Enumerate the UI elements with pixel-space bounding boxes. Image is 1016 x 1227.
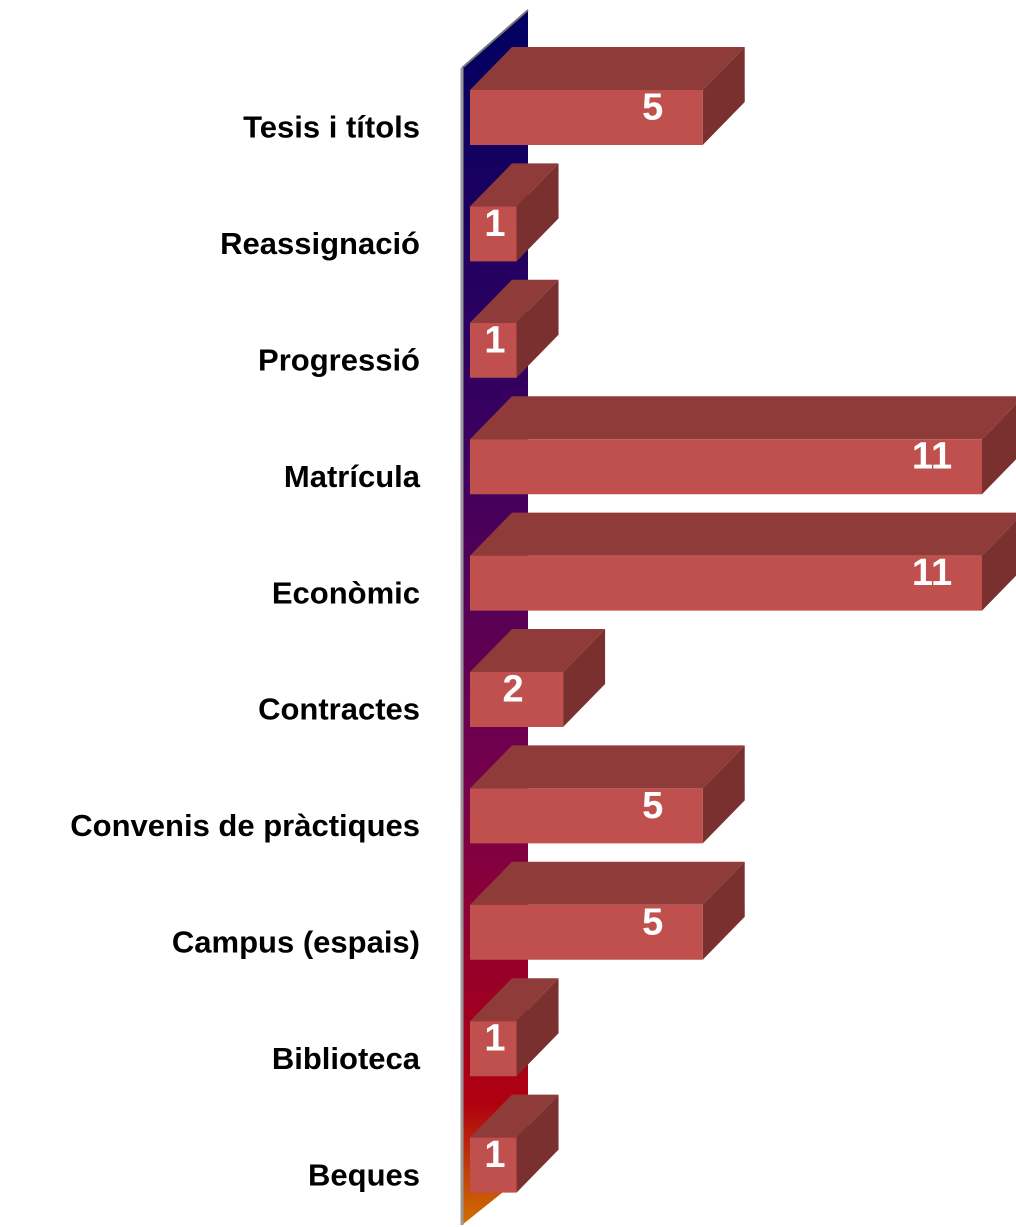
bar-side: [563, 629, 606, 727]
bar-front: [470, 904, 703, 960]
value-label: 5: [642, 785, 663, 827]
bar-top: [470, 629, 606, 672]
bar-top: [470, 861, 745, 905]
bar-front: [470, 90, 703, 145]
value-label: 1: [484, 203, 505, 245]
bar-front: [470, 206, 517, 262]
bar-side: [702, 745, 745, 844]
bar-front: [470, 555, 982, 611]
bar-side: [702, 861, 745, 960]
bar: [470, 745, 745, 844]
bar-top: [470, 279, 559, 323]
bar-front: [470, 322, 517, 378]
bar-side: [702, 47, 745, 145]
value-label: 1: [484, 319, 505, 361]
bar: [470, 396, 1016, 495]
bar-top: [470, 396, 1016, 440]
bar-top: [470, 745, 745, 789]
bar-front: [470, 1137, 517, 1193]
bar: [470, 163, 559, 262]
wall-top-edge: [461, 9, 529, 69]
bar: [470, 47, 745, 145]
bar-top: [470, 163, 559, 207]
value-label: 1: [484, 1134, 505, 1176]
value-label: 11: [912, 552, 952, 594]
bar-top: [470, 978, 559, 1022]
bar: [470, 978, 559, 1077]
category-label: Progressió: [258, 342, 420, 377]
category-label: Biblioteca: [272, 1041, 421, 1076]
category-label: Tesis i títols: [243, 110, 420, 145]
bar-side: [516, 978, 559, 1077]
bar: [470, 629, 606, 727]
bar: [470, 512, 1016, 611]
category-label: Contractes: [258, 692, 420, 727]
bar: [470, 279, 559, 378]
bar: [470, 1094, 559, 1193]
bar-front: [470, 672, 564, 727]
bar-side: [982, 520, 1016, 611]
value-label: 5: [642, 87, 663, 129]
category-label: Convenis de pràctiques: [70, 808, 420, 843]
category-label: Matrícula: [284, 459, 421, 494]
value-label: 2: [503, 669, 524, 711]
bar-side: [982, 404, 1016, 495]
bar-top: [470, 1094, 559, 1138]
bar-top: [470, 47, 745, 90]
bar-front: [470, 1021, 517, 1077]
bar-side: [516, 279, 559, 378]
category-label: Campus (espais): [172, 924, 420, 959]
value-label: 5: [642, 901, 663, 943]
category-label: Reassignació: [220, 226, 420, 261]
value-label: 11: [912, 436, 952, 478]
bar-side: [516, 1094, 559, 1193]
category-label: Beques: [308, 1157, 420, 1192]
value-label: 1: [484, 1018, 505, 1060]
category-label: Econòmic: [272, 575, 420, 610]
bar-top: [470, 512, 1016, 556]
bar-front: [470, 439, 982, 495]
bar-front: [470, 788, 703, 844]
bar-side: [516, 163, 559, 262]
bar: [470, 861, 745, 960]
